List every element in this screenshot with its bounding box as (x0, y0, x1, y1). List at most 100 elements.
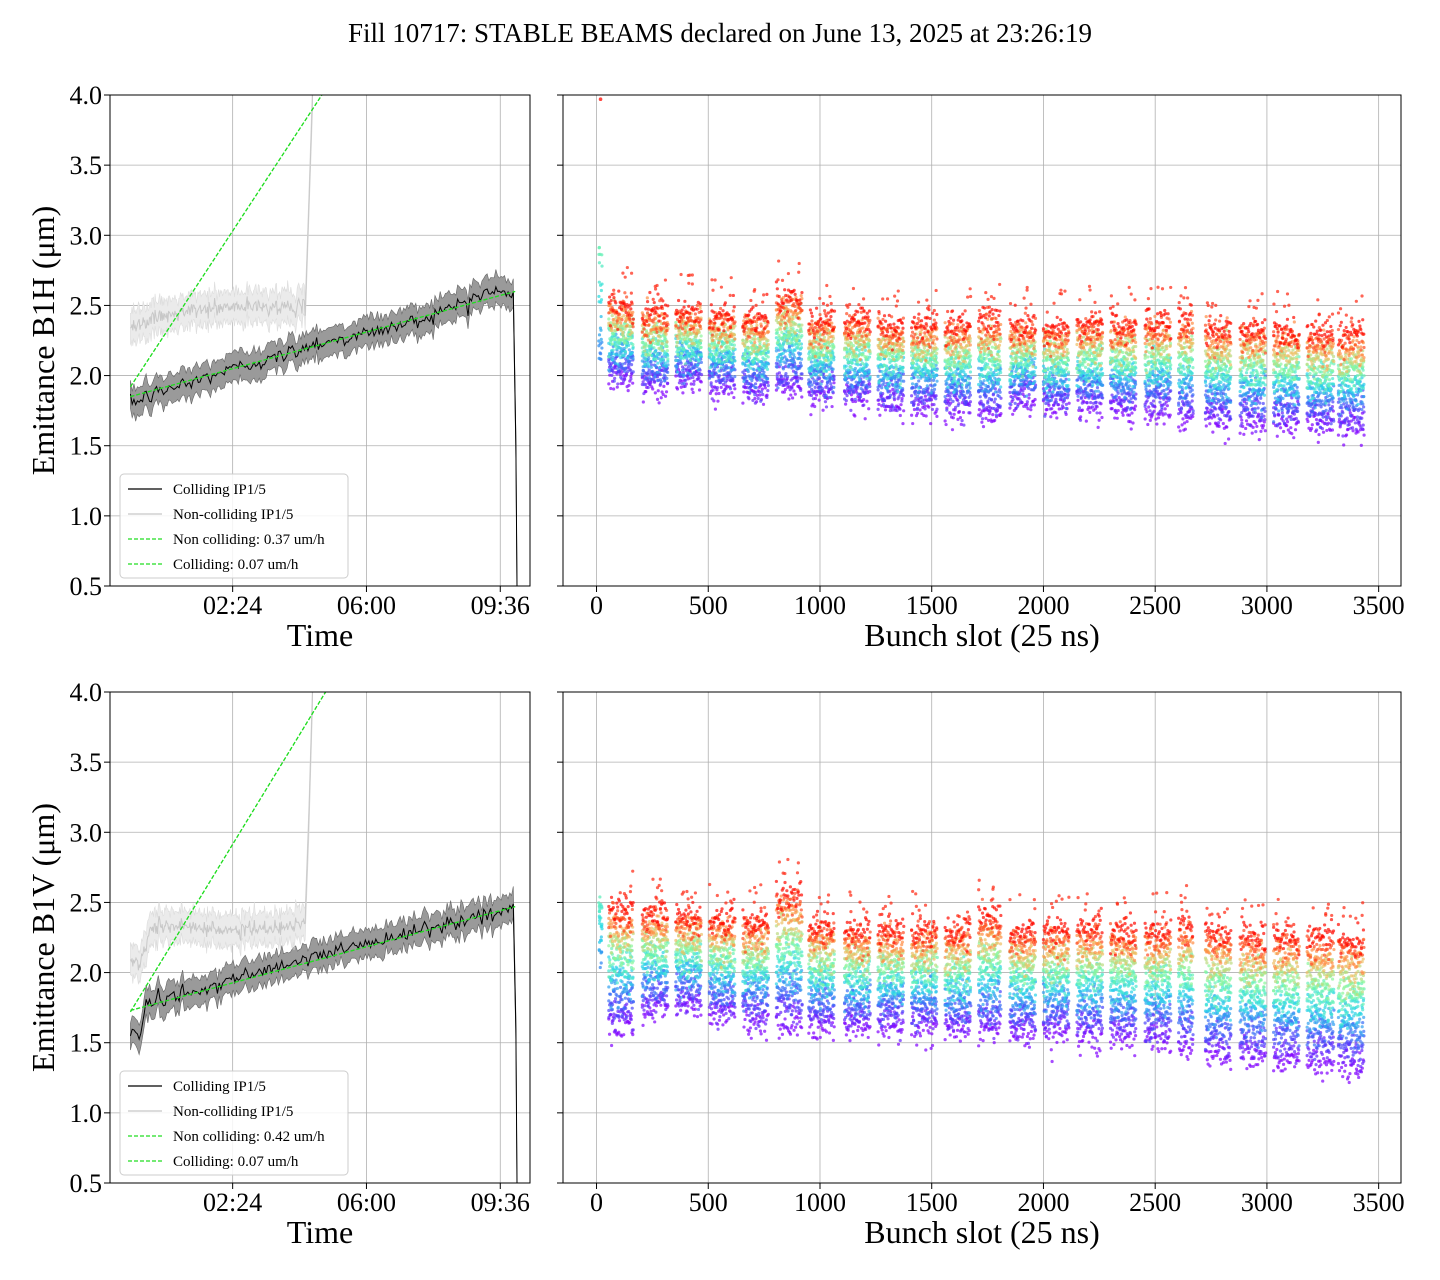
data-point (893, 382, 897, 387)
data-point (661, 363, 665, 368)
data-point (755, 374, 759, 378)
data-point (766, 320, 770, 324)
data-point (792, 355, 797, 359)
data-point (651, 387, 655, 391)
data-point (629, 368, 633, 373)
data-point (712, 310, 716, 314)
data-point (674, 324, 678, 328)
data-point (640, 359, 644, 363)
data-point (910, 394, 914, 398)
data-point (997, 358, 1002, 362)
axis-ticks: 0.51.01.52.02.53.03.54.002:24 06:00 09:36 (70, 81, 530, 620)
data-point (884, 354, 888, 359)
data-point (891, 342, 895, 346)
data-point (600, 264, 604, 268)
data-point (810, 383, 814, 387)
data-point (644, 357, 648, 361)
data-point (807, 346, 811, 350)
data-point (985, 343, 989, 347)
data-point (846, 361, 850, 365)
data-point (932, 338, 936, 342)
data-point (956, 323, 960, 327)
data-point (901, 316, 906, 320)
data-point (778, 344, 783, 348)
data-point (597, 333, 602, 337)
data-point (882, 326, 886, 330)
data-point (949, 412, 953, 416)
data-point (642, 345, 646, 349)
data-point (929, 374, 933, 379)
data-point (968, 358, 972, 362)
data-point (666, 304, 670, 308)
data-point (917, 312, 921, 316)
data-point (687, 351, 691, 356)
data-point (622, 341, 627, 345)
data-point (628, 328, 633, 332)
data-point (814, 306, 819, 310)
data-point (630, 300, 634, 304)
data-point (823, 309, 827, 313)
data-point (755, 323, 759, 327)
data-point (741, 362, 745, 366)
data-point (981, 374, 985, 378)
data-point (821, 408, 825, 412)
data-point (696, 368, 700, 372)
non-colliding-line (130, 95, 314, 332)
data-point (924, 398, 928, 402)
data-point (796, 316, 800, 320)
data-point (662, 311, 667, 316)
data-point (864, 337, 868, 342)
data-point (935, 379, 939, 383)
data-point (997, 349, 1001, 353)
data-point (779, 359, 783, 364)
data-point (967, 348, 971, 352)
data-point (783, 321, 787, 325)
data-point (853, 414, 857, 418)
data-point (918, 332, 922, 337)
data-point (720, 322, 724, 326)
data-point (858, 378, 862, 382)
data-point (888, 393, 893, 397)
data-point (961, 359, 966, 364)
data-point (785, 310, 790, 314)
data-point (951, 399, 955, 403)
data-point (665, 314, 669, 318)
data-point (863, 371, 868, 375)
data-point (816, 335, 821, 339)
data-point (997, 346, 1001, 350)
data-point (599, 288, 603, 293)
data-point (877, 337, 881, 342)
data-point (798, 329, 802, 333)
data-point (967, 411, 971, 415)
data-point (662, 379, 667, 383)
data-point (646, 307, 650, 311)
data-point (968, 287, 972, 291)
data-point (645, 296, 649, 300)
data-point (778, 382, 782, 386)
data-point (822, 329, 826, 334)
data-point (653, 287, 658, 291)
data-point (990, 317, 995, 321)
data-point (758, 334, 762, 339)
data-point (617, 341, 621, 345)
data-point (733, 374, 737, 379)
data-point (651, 297, 655, 301)
data-point (733, 337, 737, 341)
data-point (655, 397, 660, 401)
data-point (764, 337, 768, 341)
data-point (778, 363, 783, 367)
data-point (887, 313, 891, 317)
data-point (725, 340, 729, 344)
data-point (989, 349, 993, 354)
data-point (614, 353, 618, 357)
data-point (858, 395, 863, 399)
data-point (625, 265, 629, 270)
data-point (854, 380, 858, 384)
data-point (751, 305, 755, 309)
data-point (823, 395, 828, 399)
data-point (692, 379, 696, 383)
y-tick-label: 1.5 (70, 432, 103, 461)
data-point (862, 403, 866, 407)
data-point (950, 349, 954, 353)
data-point (918, 372, 922, 376)
